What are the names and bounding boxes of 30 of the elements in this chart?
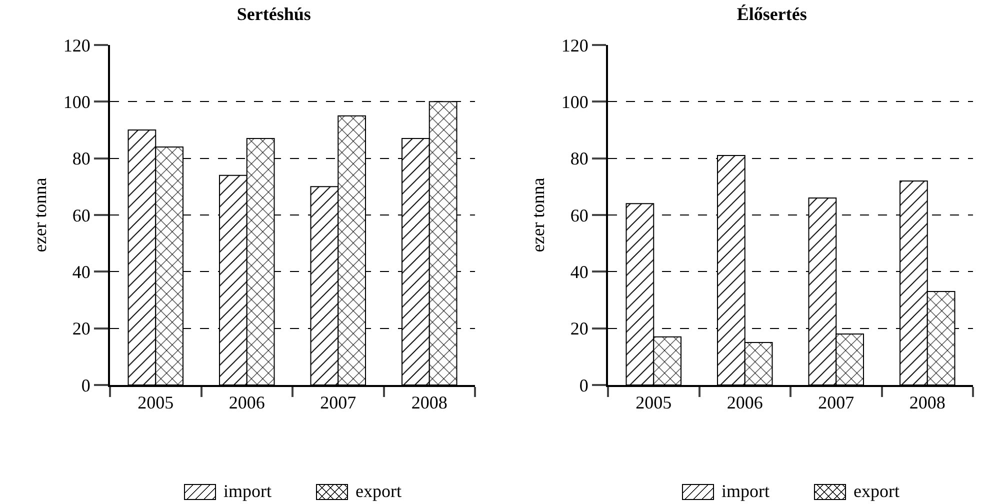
y-tick-label: 120: [63, 35, 90, 56]
y-tick-label: 60: [72, 205, 90, 226]
y-tick-label: 80: [72, 148, 90, 169]
y-tick-label: 120: [561, 35, 588, 56]
x-tick-label: 2006: [228, 392, 265, 413]
y-tick-label: 20: [72, 318, 90, 339]
x-tick-label: 2005: [636, 392, 672, 413]
y-tick-label: 40: [570, 262, 588, 282]
x-tick-label: 2007: [320, 392, 356, 413]
x-tick-label: 2008: [411, 392, 448, 413]
y-tick-label: 0: [579, 375, 588, 396]
y-tick-label: 100: [561, 92, 588, 112]
y-tick-label: 60: [570, 205, 588, 226]
y-axis-title: ezer tonna: [528, 178, 548, 252]
legend-label: import: [722, 481, 770, 502]
legend-label: export: [854, 481, 900, 502]
chart-title: Élősertés: [736, 4, 807, 24]
x-tick-label: 2006: [726, 392, 763, 413]
legend-label: export: [356, 481, 402, 502]
y-tick-label: 100: [63, 92, 90, 112]
y-tick-label: 80: [570, 148, 588, 169]
chart-title: Sertéshús: [236, 4, 311, 24]
x-tick-label: 2005: [138, 392, 174, 413]
x-tick-label: 2008: [909, 392, 946, 413]
y-tick-label: 40: [72, 262, 90, 282]
y-axis-title: ezer tonna: [30, 178, 50, 252]
legend-label: import: [224, 481, 272, 502]
x-tick-label: 2007: [818, 392, 854, 413]
y-tick-label: 0: [81, 375, 90, 396]
y-tick-label: 20: [570, 318, 588, 339]
